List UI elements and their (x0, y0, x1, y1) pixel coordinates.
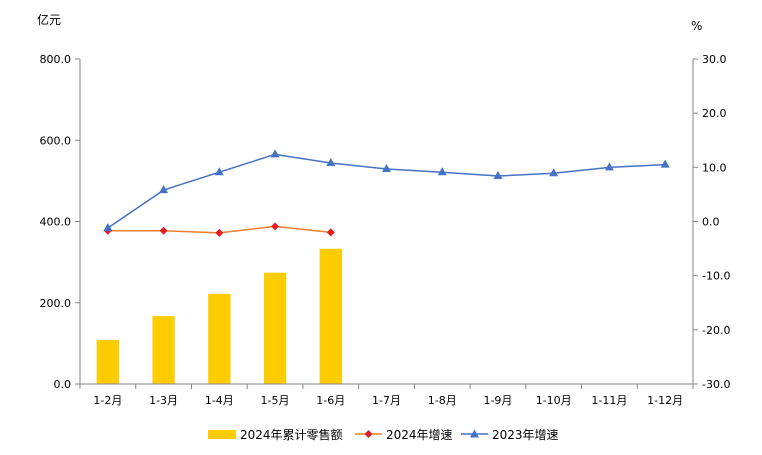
x-tick-label: 1-5月 (261, 394, 290, 407)
x-tick-label: 1-4月 (205, 394, 234, 407)
line-series-2024 (103, 222, 335, 237)
legend-swatch-bar (208, 430, 236, 439)
data-point (270, 149, 280, 158)
legend-marker-diamond (364, 430, 373, 438)
right-tick-label: 30.0 (702, 53, 727, 66)
data-point (271, 222, 280, 231)
bar (319, 248, 342, 384)
data-point (103, 223, 113, 231)
left-tick-label: 600.0 (40, 134, 72, 147)
right-axis-unit: % (691, 19, 702, 33)
legend: 2024年累计零售额 2024年增速 2023年增速 (208, 427, 559, 442)
data-point (437, 167, 447, 176)
x-tick-label: 1-3月 (149, 394, 178, 407)
x-tick-label: 1-6月 (316, 394, 345, 407)
left-tick-label: 400.0 (40, 216, 72, 229)
right-tick-label: 0.0 (702, 216, 720, 229)
x-tick-label: 1-2月 (93, 394, 122, 407)
bar (263, 272, 287, 384)
x-tick-label: 1-10月 (536, 394, 572, 407)
line-series-group (103, 149, 670, 237)
x-tick-label: 1-8月 (428, 394, 457, 407)
x-tick-label: 1-9月 (483, 394, 512, 407)
bar (152, 316, 175, 384)
right-tick-label: -10.0 (702, 270, 730, 283)
tick-labels: 0.0 200.0 400.0 600.0 800.0 -30.0 -20.0 -10.0 0.… (40, 53, 731, 407)
data-point (493, 171, 503, 179)
data-point (215, 228, 224, 237)
data-point (382, 163, 391, 172)
bar (96, 340, 120, 384)
left-tick-label: 200.0 (40, 297, 72, 310)
left-axis-unit: 亿元 (37, 12, 61, 27)
legend-marker-triangle (470, 429, 479, 438)
axes (75, 58, 698, 389)
data-point (159, 185, 169, 194)
data-point (660, 159, 670, 168)
legend-label-2024-growth: 2024年增速 (386, 428, 453, 442)
data-point (326, 228, 335, 237)
left-tick-label: 800.0 (40, 53, 72, 66)
data-point (326, 158, 336, 166)
right-tick-label: 20.0 (702, 107, 727, 120)
x-tick-label: 1-12月 (647, 394, 683, 407)
bar (208, 293, 231, 384)
data-point (159, 226, 168, 235)
x-tick-label: 1-11月 (591, 394, 627, 407)
left-tick-label: 0.0 (54, 378, 72, 391)
right-tick-label: -20.0 (702, 324, 730, 337)
data-point (549, 168, 559, 177)
x-tick-label: 1-7月 (372, 394, 401, 407)
legend-label-2023-growth: 2023年增速 (492, 428, 559, 442)
legend-label-2024-sales: 2024年累计零售额 (240, 427, 343, 442)
line-series-2023 (103, 149, 670, 231)
bar-series (96, 248, 342, 384)
right-tick-label: -30.0 (702, 378, 730, 391)
right-tick-label: 10.0 (702, 161, 727, 174)
data-point (604, 162, 614, 171)
data-point (214, 167, 224, 176)
